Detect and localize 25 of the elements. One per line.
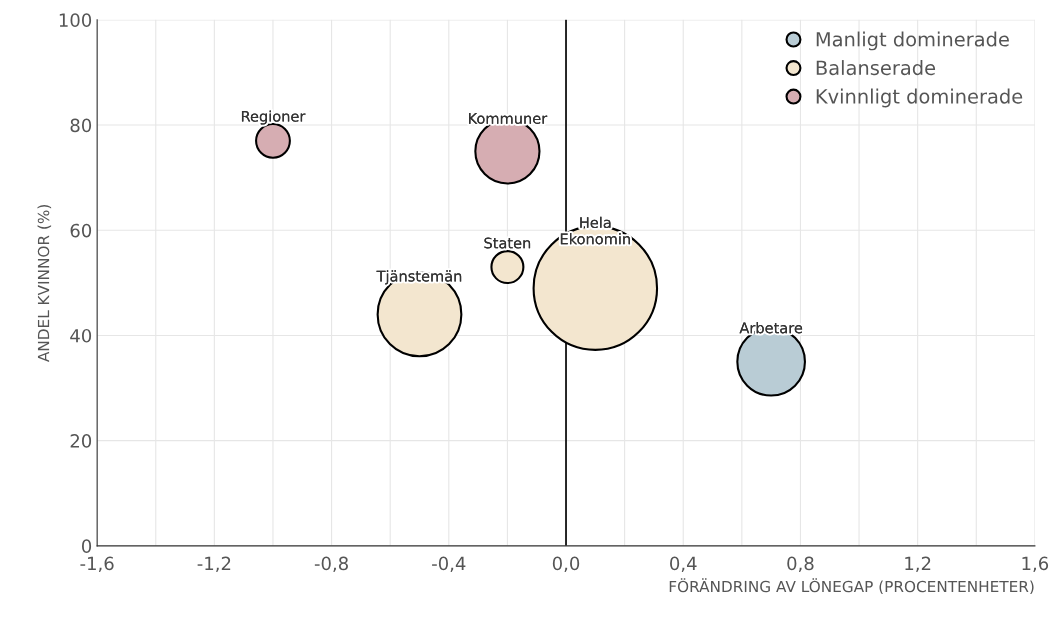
x-tick-label: 1,2 bbox=[905, 556, 931, 573]
annotation: Regioner bbox=[241, 110, 306, 125]
x-tick-label: 0,8 bbox=[787, 556, 814, 573]
x-tick-label: -1,6 bbox=[80, 556, 114, 573]
y-tick-label: 0 bbox=[81, 539, 92, 553]
legend-label: Manligt dominerade bbox=[816, 31, 1009, 51]
y-tick-label: 100 bbox=[59, 13, 92, 27]
y-tick-label: 20 bbox=[70, 434, 92, 448]
annotation: Hela Ekonomin bbox=[560, 216, 630, 245]
annotation: Staten bbox=[484, 237, 531, 249]
annotation: Arbetare bbox=[739, 322, 803, 334]
legend-label: Kvinnligt dominerade bbox=[816, 88, 1023, 108]
x-axis-title: FÖRÄNDRING AV LÖNEGAP (PROCENTENHETER) bbox=[669, 578, 1034, 595]
x-tick-label: -1,2 bbox=[197, 556, 231, 573]
y-tick-label: 60 bbox=[70, 223, 92, 238]
y-tick-label: 40 bbox=[70, 328, 92, 343]
annotation: Kommuner bbox=[469, 113, 548, 124]
y-axis-title: ANDEL KVINNOR (%) bbox=[37, 204, 52, 362]
x-tick-label: 1,6 bbox=[1022, 556, 1049, 573]
x-tick-label: -0,8 bbox=[314, 556, 348, 573]
y-tick-label: 80 bbox=[70, 118, 92, 133]
x-tick-label: 0,4 bbox=[670, 556, 697, 573]
x-tick-label: -0,4 bbox=[432, 556, 466, 573]
legend-label: Balanserade bbox=[816, 60, 936, 76]
x-tick-label: 0,0 bbox=[552, 556, 580, 573]
